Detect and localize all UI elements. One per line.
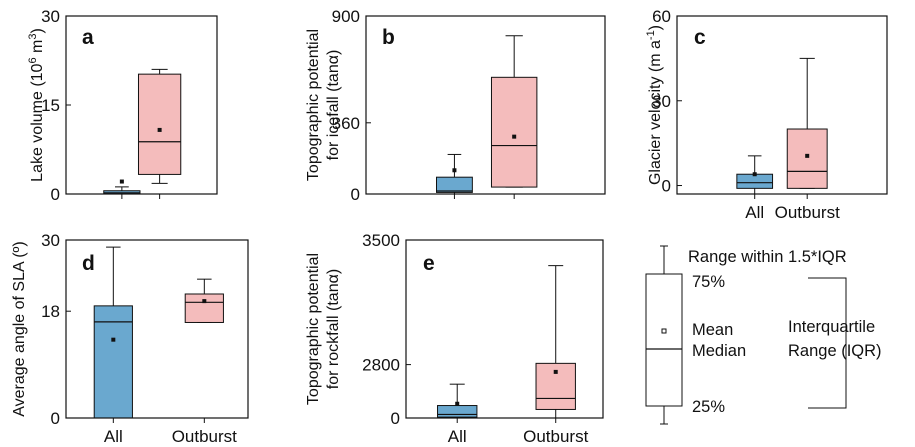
y-tick-label: 18 bbox=[41, 302, 60, 321]
mean-marker bbox=[452, 168, 457, 173]
y-axis-label-part: Lake volume (10 bbox=[29, 63, 46, 181]
y-tick-label: 0 bbox=[351, 185, 360, 204]
iqr-box bbox=[93, 305, 133, 419]
box-e-outburst bbox=[535, 265, 576, 419]
y-axis-label-part: 6 bbox=[27, 57, 39, 63]
x-category-label: All bbox=[745, 203, 764, 222]
panel-letter: a bbox=[82, 26, 94, 49]
box-a-all bbox=[103, 179, 141, 195]
y-axis-label-part: Glacier velocity (m a bbox=[647, 40, 664, 185]
y-axis-label-part: -1 bbox=[645, 30, 657, 40]
y-tick-label: 0 bbox=[51, 409, 60, 428]
y-axis-label: Lake volume (106 m3) bbox=[27, 28, 46, 182]
box-b-all bbox=[436, 153, 473, 195]
panel-a: 0 15 30 a Lake volume (106 m3) bbox=[27, 7, 218, 204]
box-d-outburst bbox=[184, 278, 224, 323]
iqr-box bbox=[490, 76, 538, 188]
iqr-box bbox=[436, 176, 473, 193]
panel-b: 0 360 900 b Topographic potential for icefall… bbox=[305, 7, 606, 204]
y-axis-label-line1: Topographic potential bbox=[305, 253, 322, 405]
y-axis-label-part: ) bbox=[29, 28, 46, 33]
y-tick-label: 15 bbox=[41, 96, 60, 115]
legend-box bbox=[645, 273, 683, 407]
panel-d: 0 18 30 All Outburst d Average angle of SLA (º… bbox=[11, 231, 249, 446]
iqr-box bbox=[437, 405, 478, 418]
panel-c: 0 30 60 All Outburst c Glacier velocity (m a-1… bbox=[645, 7, 888, 222]
mean-marker bbox=[512, 134, 517, 139]
box-c-outburst bbox=[786, 57, 828, 189]
plot-frame bbox=[65, 239, 249, 419]
y-tick-label: 2800 bbox=[362, 356, 400, 375]
y-tick-label: 30 bbox=[41, 231, 60, 250]
y-tick-label: 0 bbox=[391, 409, 400, 428]
box-b-outburst bbox=[490, 35, 538, 188]
y-tick-label: 30 bbox=[41, 7, 60, 26]
y-tick-label: 0 bbox=[662, 177, 671, 196]
y-axis-label-line1: Topographic potential bbox=[305, 29, 322, 181]
y-axis-label-part: Average angle of SLA (º) bbox=[11, 241, 28, 416]
panel-e: 0 2800 3500 All Outburst e Topographic potenti… bbox=[305, 231, 604, 446]
panel-letter: c bbox=[694, 26, 706, 49]
mean-marker bbox=[119, 179, 124, 184]
y-axis-label-part: ) bbox=[647, 25, 664, 30]
y-tick-label: 900 bbox=[332, 7, 360, 26]
mean-marker bbox=[202, 299, 207, 304]
mean-marker bbox=[157, 127, 162, 132]
legend-iqr-bracket bbox=[808, 277, 847, 409]
box-d-all bbox=[93, 246, 133, 419]
iqr-box bbox=[786, 128, 828, 189]
legend-iqr-line1: Interquartile bbox=[788, 318, 875, 336]
legend-mean-marker bbox=[661, 328, 667, 334]
legend-25: 25% bbox=[692, 398, 725, 416]
legend-mean-label: Mean bbox=[692, 321, 733, 339]
iqr-box bbox=[184, 293, 224, 323]
x-category-label: All bbox=[448, 427, 467, 446]
mean-marker bbox=[455, 401, 460, 406]
x-category-label: Outburst bbox=[775, 203, 840, 222]
iqr-box bbox=[137, 73, 182, 175]
mean-marker bbox=[111, 337, 116, 342]
box-c-all bbox=[736, 155, 774, 195]
legend: Range within 1.5*IQR 75% 25% Mean Median Inte… bbox=[645, 245, 882, 425]
panel-letter: b bbox=[382, 26, 395, 49]
panel-letter: e bbox=[423, 252, 435, 275]
mean-marker bbox=[805, 153, 810, 158]
y-tick-label: 30 bbox=[652, 92, 671, 111]
legend-75: 75% bbox=[692, 273, 725, 291]
y-axis-label-line2: for rockfall (tanα) bbox=[325, 269, 342, 389]
y-axis-label: Average angle of SLA (º) bbox=[11, 241, 28, 416]
box-a-outburst bbox=[137, 68, 182, 184]
legend-title: Range within 1.5*IQR bbox=[688, 248, 847, 266]
x-category-label: Outburst bbox=[172, 427, 237, 446]
plot-frame bbox=[676, 15, 888, 195]
y-axis-label-part: 3 bbox=[27, 34, 39, 40]
mean-marker bbox=[752, 172, 757, 177]
y-tick-label: 3500 bbox=[362, 231, 400, 250]
y-tick-label: 360 bbox=[332, 114, 360, 133]
y-axis-label-line2: for icefall (tanα) bbox=[325, 50, 342, 161]
iqr-box bbox=[736, 173, 774, 189]
legend-iqr-line2: Range (IQR) bbox=[788, 342, 882, 360]
x-category-label: All bbox=[104, 427, 123, 446]
mean-marker bbox=[553, 369, 558, 374]
plot-frame bbox=[405, 239, 604, 419]
y-tick-label: 60 bbox=[652, 7, 671, 26]
plot-frame bbox=[365, 15, 606, 195]
y-axis-label: Glacier velocity (m a-1) bbox=[645, 25, 664, 185]
y-tick-label: 0 bbox=[51, 185, 60, 204]
legend-median-label: Median bbox=[692, 342, 746, 360]
x-category-label: Outburst bbox=[523, 427, 588, 446]
panel-letter: d bbox=[82, 252, 95, 275]
box-e-all bbox=[437, 383, 478, 419]
y-axis-label-part: m bbox=[29, 40, 46, 58]
